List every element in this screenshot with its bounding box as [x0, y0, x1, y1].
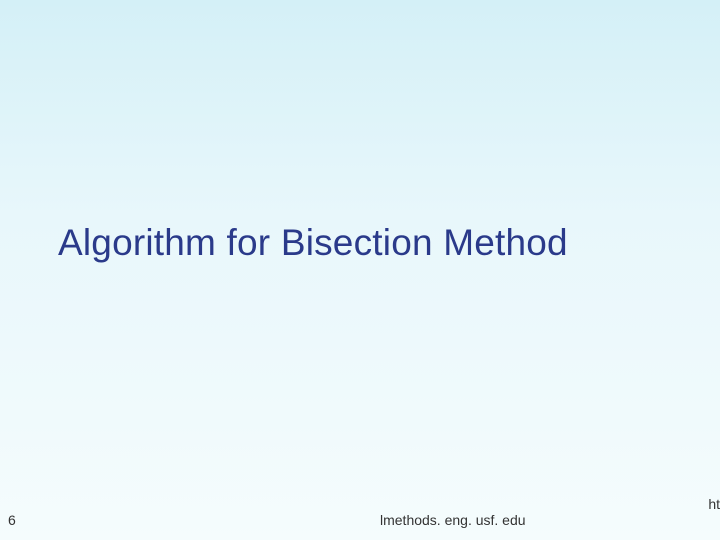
- page-number: 6: [8, 512, 16, 528]
- footer-right-fragment: ht: [708, 496, 720, 512]
- slide-title: Algorithm for Bisection Method: [58, 222, 690, 264]
- footer-url: lmethods. eng. usf. edu: [380, 512, 526, 528]
- slide-container: Algorithm for Bisection Method 6 lmethod…: [0, 0, 720, 540]
